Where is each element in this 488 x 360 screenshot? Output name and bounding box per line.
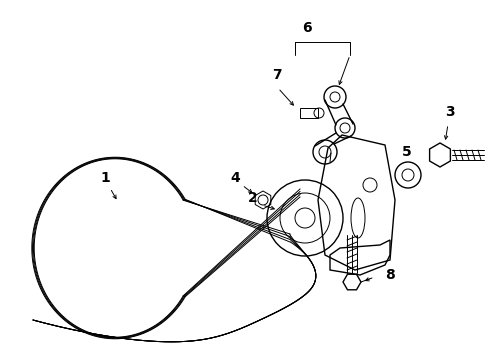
Text: 3: 3: [444, 105, 454, 119]
Text: 2: 2: [247, 191, 257, 205]
Text: 6: 6: [302, 21, 311, 35]
Text: 8: 8: [385, 268, 394, 282]
Text: 4: 4: [230, 171, 240, 185]
Text: 5: 5: [401, 145, 411, 159]
Text: 7: 7: [272, 68, 281, 82]
Text: 1: 1: [100, 171, 110, 185]
